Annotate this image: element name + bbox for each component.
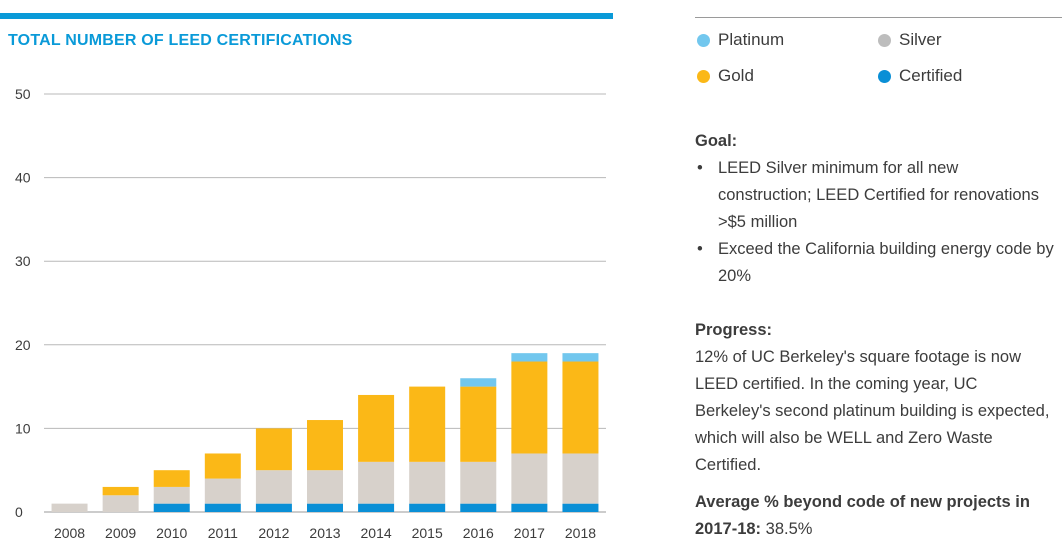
progress-text: 12% of UC Berkeley's square footage is n… xyxy=(695,348,1050,474)
goal-bullet: Exceed the California building energy co… xyxy=(695,236,1055,290)
bar-segment-certified-2016 xyxy=(460,503,497,512)
bar-segment-certified-2011 xyxy=(204,503,241,512)
stacked-bar-chart: 0 10 20 30 40 50 2008 2009 2010 2011 2012 2013 2014 2… xyxy=(15,86,606,541)
y-tick-label: 10 xyxy=(15,420,31,436)
bar-segment-silver-2011 xyxy=(204,478,241,504)
average-section: Average % beyond code of new projects in… xyxy=(695,489,1055,543)
bar-segment-certified-2018 xyxy=(562,503,599,512)
legend-item-platinum: Platinum xyxy=(697,30,784,50)
bar-segment-silver-2010 xyxy=(153,486,190,504)
x-tick-label: 2017 xyxy=(514,525,545,541)
bar-segment-platinum-2016 xyxy=(460,378,497,387)
bar-segment-gold-2012 xyxy=(255,428,292,471)
bar-segment-gold-2010 xyxy=(153,470,190,487)
bar-segment-gold-2014 xyxy=(358,394,395,462)
legend-label-certified: Certified xyxy=(899,66,963,85)
bar-segment-gold-2009 xyxy=(102,486,139,496)
legend-swatch-gold xyxy=(697,69,710,83)
bar-segment-gold-2018 xyxy=(562,361,599,454)
y-tick-label: 50 xyxy=(15,86,31,102)
average-value: 38.5% xyxy=(765,520,813,538)
y-tick-label: 20 xyxy=(15,337,31,353)
bar-segment-certified-2014 xyxy=(358,503,395,512)
bar-segment-silver-2017 xyxy=(511,453,548,504)
y-tick-label: 40 xyxy=(15,170,31,186)
bar-segment-silver-2008 xyxy=(51,503,88,512)
x-tick-label: 2018 xyxy=(565,525,596,541)
goal-section: Goal: LEED Silver minimum for all new co… xyxy=(695,128,1055,290)
goal-heading: Goal: xyxy=(695,132,738,150)
x-tick-label: 2011 xyxy=(208,525,238,541)
bar-segment-certified-2017 xyxy=(511,503,548,512)
bar-segment-gold-2017 xyxy=(511,361,548,454)
x-tick-label: 2014 xyxy=(361,525,392,541)
bar-segment-silver-2014 xyxy=(358,461,395,504)
legend-swatch-platinum xyxy=(697,33,710,47)
y-tick-label: 0 xyxy=(15,504,23,520)
bar-segment-silver-2016 xyxy=(460,461,497,504)
bar-segment-silver-2009 xyxy=(102,495,139,512)
bar-segment-certified-2010 xyxy=(153,503,190,512)
bar-segment-silver-2018 xyxy=(562,453,599,504)
legend-label-silver: Silver xyxy=(899,30,942,49)
chart-title: TOTAL NUMBER OF LEED CERTIFICATIONS xyxy=(8,32,353,49)
legend-label-gold: Gold xyxy=(718,66,754,85)
x-tick-label: 2009 xyxy=(105,525,136,541)
x-tick-label: 2010 xyxy=(156,525,187,541)
progress-section: Progress: 12% of UC Berkeley's square fo… xyxy=(695,317,1055,479)
bar-segment-gold-2013 xyxy=(307,420,343,471)
average-label: Average % beyond code of new projects in… xyxy=(695,493,1030,538)
bar-segment-gold-2015 xyxy=(409,386,446,462)
x-tick-label: 2015 xyxy=(412,525,443,541)
legend-item-certified: Certified xyxy=(878,66,962,86)
bar-segment-silver-2012 xyxy=(255,470,292,504)
legend-swatch-silver xyxy=(878,33,891,47)
bar-segment-silver-2015 xyxy=(409,461,446,504)
x-tick-label: 2016 xyxy=(463,525,494,541)
bar-segment-silver-2013 xyxy=(307,470,343,504)
legend-label-platinum: Platinum xyxy=(718,30,785,49)
title-accent-bar xyxy=(0,13,613,19)
bar-segment-gold-2011 xyxy=(204,453,241,479)
bar-segment-gold-2016 xyxy=(460,386,497,462)
x-tick-label: 2008 xyxy=(54,525,85,541)
legend-swatch-certified xyxy=(878,69,891,83)
bar-segment-certified-2012 xyxy=(255,503,292,512)
x-tick-label: 2013 xyxy=(309,525,340,541)
y-tick-label: 30 xyxy=(15,253,31,269)
x-tick-label: 2012 xyxy=(258,525,289,541)
goal-bullet: LEED Silver minimum for all new construc… xyxy=(695,155,1055,236)
bar-segment-certified-2013 xyxy=(307,503,343,512)
legend-item-silver: Silver xyxy=(878,30,942,50)
goal-list: LEED Silver minimum for all new construc… xyxy=(695,155,1055,290)
legend-divider xyxy=(695,17,1062,18)
legend-item-gold: Gold xyxy=(697,66,754,86)
bar-segment-platinum-2018 xyxy=(562,353,599,362)
bar-segment-certified-2015 xyxy=(409,503,446,512)
progress-heading: Progress: xyxy=(695,321,773,339)
bar-segment-platinum-2017 xyxy=(511,353,548,362)
